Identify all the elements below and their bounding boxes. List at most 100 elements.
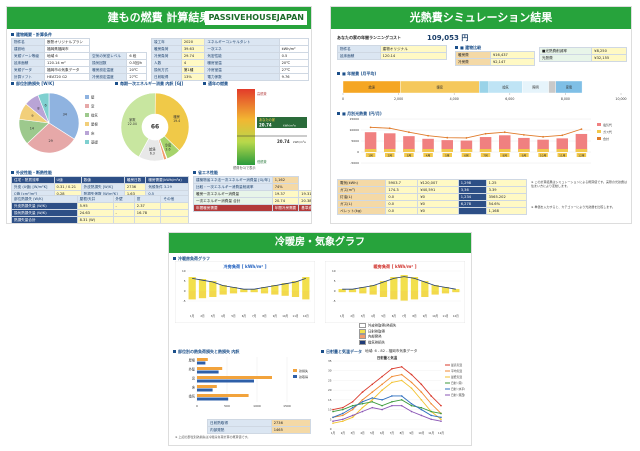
load-bar-neg — [421, 291, 429, 297]
monthly-base-segment — [518, 149, 530, 152]
part-legend-label: 熱取得 — [299, 374, 308, 379]
primary-row: 暖房一次エネルギー消費量 19.37 19.31 — [193, 190, 311, 198]
weather-month-label: 1月 — [331, 431, 336, 435]
load-month-label: 11月 — [443, 314, 449, 318]
monthly-total-point — [542, 135, 544, 138]
weather-month-label: 10月 — [418, 431, 424, 435]
overview-right-row: 換気方式 第1種 冷房室温 27℃ — [151, 66, 310, 74]
load-bar — [219, 285, 227, 291]
part-legend-swatch — [293, 369, 297, 372]
overview-cell: 27℃ — [126, 73, 147, 81]
load-bar-neg — [281, 291, 289, 296]
fuel-usage-row: ガス(L) 0.0 ¥0 6,278 54.6% — [336, 200, 528, 208]
primary-row: 比較・一次エネルギー消費量削減率 74% — [193, 183, 312, 191]
part-row-label: 換気 — [189, 394, 196, 399]
stacked-tick-label: 6,000 — [505, 97, 514, 101]
pie-slice-value: 14 — [30, 127, 34, 131]
month-chip — [365, 153, 376, 157]
weather-series-point — [381, 389, 383, 391]
weather-series-point — [381, 375, 383, 378]
fuel-usage-cell: 0.0 — [385, 207, 419, 215]
part-row-label: 屋根 — [189, 358, 196, 363]
load-month-label: 1月 — [340, 314, 345, 318]
pie-legend-swatch — [85, 104, 89, 108]
load-tick-label: -5 — [333, 299, 336, 303]
running-cost-value: 109,053 円 — [427, 34, 469, 42]
compare-right-row: 光熱費 ¥32,155 — [538, 54, 627, 62]
monthly-bar — [518, 137, 530, 152]
fuel-usage-cell: ¥120,007 — [417, 179, 459, 187]
weather-series-point — [410, 373, 413, 376]
monthly-base-segment — [556, 149, 568, 152]
stacked-segment-label: 暖房 — [437, 85, 443, 90]
load-month-label: 6月 — [392, 314, 397, 318]
part-summary-table: 日射熱取得 2736 内部発熱 1465 — [207, 419, 312, 434]
weather-tick-label: 15 — [328, 398, 332, 402]
weather-series-point — [391, 381, 393, 384]
load-bar-neg — [291, 291, 300, 297]
part-bar-2 — [197, 388, 213, 392]
compare-right-row: ■光熱費削減率 ¥8,250 — [538, 47, 627, 55]
monthly-base-segment — [499, 149, 511, 152]
monthly-bar — [479, 137, 492, 152]
monthly-month-label: 3月 — [407, 153, 412, 157]
fuel-usage-cell: ペレット(kg) — [336, 207, 387, 215]
cooling-load-chart: 暖房負荷 [ kWh/m² ] -5 0 5 10 1月 2月 3月 4月 5月 6月 7月 8月 9月 1… — [325, 261, 465, 323]
primary-row: 建築物省エネ法一次エネルギー消費量 [GJ/年] 1,162 — [193, 176, 312, 184]
load-tick-label: 0 — [184, 289, 186, 293]
weather-section: 日射量と気温データ — [321, 349, 362, 355]
part-bar — [197, 358, 208, 361]
load-month-label: 10月 — [432, 314, 438, 318]
load-bar-neg — [188, 291, 196, 300]
monthly-bar — [441, 140, 453, 152]
part-summary-cell: 1465 — [270, 426, 312, 434]
monthly-bar — [537, 139, 549, 152]
load-month-label: 2月 — [350, 314, 355, 318]
load-bar — [400, 275, 408, 291]
fuel-usage-cell: ガス(m³) — [336, 186, 387, 194]
compare-title: ■ 建物比較 — [455, 45, 481, 51]
load-legend-swatch — [359, 328, 366, 334]
fuel-usage-cell: 0.0 — [385, 200, 419, 208]
cost-info-cell: 延床面積 — [337, 52, 381, 60]
cost-info-cell: 120.14 — [379, 52, 448, 60]
perf-cell: 窓 — [133, 195, 162, 203]
meter-value-below: 20.74 — [277, 139, 290, 144]
compare-right-table: ■光熱費削減率 ¥8,250 光熱費 ¥32,155 — [538, 47, 627, 62]
fuel-usage-cell — [457, 207, 487, 215]
perf-cell: 外壁 — [112, 195, 135, 203]
passive-house-logo: PASSIVEHOUSEJAPAN — [205, 11, 307, 25]
weather-series-point — [371, 401, 374, 403]
weather-legend-label: 日射 (南) — [451, 381, 462, 385]
load-month-label: 5月 — [381, 314, 386, 318]
weather-series-point — [420, 414, 423, 417]
meter-value-label: あなたの家 — [259, 117, 276, 122]
fuel-usage-row: ペレット(kg) 0.0 ¥0 1,168 — [336, 207, 528, 215]
stacked-tick-label: 4,000 — [450, 97, 459, 101]
weather-series-point — [410, 381, 413, 384]
monthly-base-segment — [537, 149, 549, 152]
compare-table: 暖房費 ¥16,437 冷房費 ¥2,147 — [455, 51, 536, 66]
donut-slice-value: 19.4 — [173, 119, 180, 123]
load-bar — [198, 279, 207, 291]
weather-series-point — [342, 412, 344, 415]
load-bar — [431, 285, 439, 291]
load-bar-neg — [209, 291, 217, 297]
load-bar — [390, 277, 398, 291]
weather-series-point — [400, 395, 403, 397]
load-legend-label: 外皮熱取得/熱損失 — [368, 323, 397, 328]
primary-cell: 20.74 — [271, 197, 300, 205]
monthly-bar — [499, 135, 511, 152]
overview-right-cell: 0.5 — [278, 52, 310, 60]
weather-series-point — [361, 406, 364, 409]
load-tick-label: 0 — [334, 289, 336, 293]
perf-cell: 屋根/天井 — [76, 195, 114, 203]
weather-tick-label: 25 — [328, 378, 332, 382]
load-legend-item: 内部発熱 — [359, 334, 396, 340]
weather-series-point — [351, 406, 354, 409]
perf-table: 部位熱損失 (W/K) 屋根/天井 外壁窓その他 外皮熱損失量 (W/K) 5.95-2… — [11, 195, 189, 223]
weather-series-point — [342, 406, 344, 409]
load-bar-neg — [338, 291, 346, 293]
month-chip — [461, 153, 472, 157]
